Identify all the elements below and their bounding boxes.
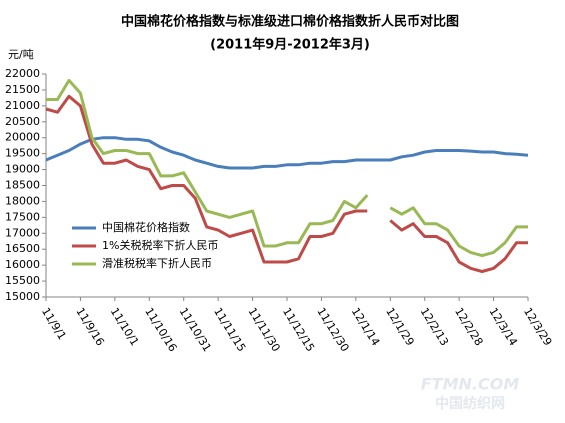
y-tick-label: 19500 xyxy=(5,147,40,160)
legend-label: 滑准税税率下折人民币 xyxy=(102,256,212,270)
x-tick-label: 11/10/16 xyxy=(142,305,179,354)
y-tick-label: 18000 xyxy=(5,194,40,207)
x-tick-label: 11/11/15 xyxy=(211,305,248,354)
legend-label: 中国棉花价格指数 xyxy=(102,220,190,234)
x-tick-label: 11/10/1 xyxy=(108,305,141,348)
y-tick-label: 18500 xyxy=(5,179,40,192)
y-tick-label: 21000 xyxy=(5,99,40,112)
line-series xyxy=(45,136,529,170)
x-tick-label: 11/11/30 xyxy=(245,305,282,354)
x-tick-label: 12/1/29 xyxy=(383,305,416,348)
x-tick-label: 12/2/13 xyxy=(418,305,451,348)
x-tick-label: 11/10/31 xyxy=(177,305,214,354)
y-axis-label: 元/吨 xyxy=(8,48,34,61)
chart-subtitle: (2011年9月-2012年3月) xyxy=(210,37,370,53)
y-tick-label: 15000 xyxy=(5,290,40,303)
y-tick-label: 15500 xyxy=(5,274,40,287)
x-tick-label: 11/9/1 xyxy=(39,305,69,342)
legend-label: 1%关税税率下折人民币 xyxy=(102,238,218,252)
x-tick-label: 12/3/29 xyxy=(521,305,554,348)
x-tick-label: 11/9/16 xyxy=(73,305,106,348)
line-series xyxy=(46,78,528,258)
y-tick-label: 19000 xyxy=(5,163,40,176)
x-tick-label: 11/12/30 xyxy=(314,305,351,354)
y-tick-label: 20000 xyxy=(5,131,40,144)
watermark: 中国纺织网 xyxy=(435,395,505,412)
y-tick-label: 22000 xyxy=(5,67,40,80)
y-tick-label: 17500 xyxy=(5,210,40,223)
x-tick-label: 12/2/28 xyxy=(452,305,485,348)
x-tick-label: 11/12/15 xyxy=(280,305,317,354)
y-tick-label: 20500 xyxy=(5,115,40,128)
chart-title: 中国棉花价格指数与标准级进口棉价格指数折人民币对比图 xyxy=(121,14,459,30)
x-tick-label: 12/3/14 xyxy=(486,305,519,348)
y-tick-label: 17000 xyxy=(5,226,40,239)
y-tick-label: 16500 xyxy=(5,242,40,255)
watermark: FTMN.COM xyxy=(421,375,520,394)
y-tick-label: 21500 xyxy=(5,83,40,96)
y-tick-label: 16000 xyxy=(5,258,40,271)
line-series xyxy=(45,94,528,273)
x-tick-label: 12/1/14 xyxy=(349,305,382,348)
